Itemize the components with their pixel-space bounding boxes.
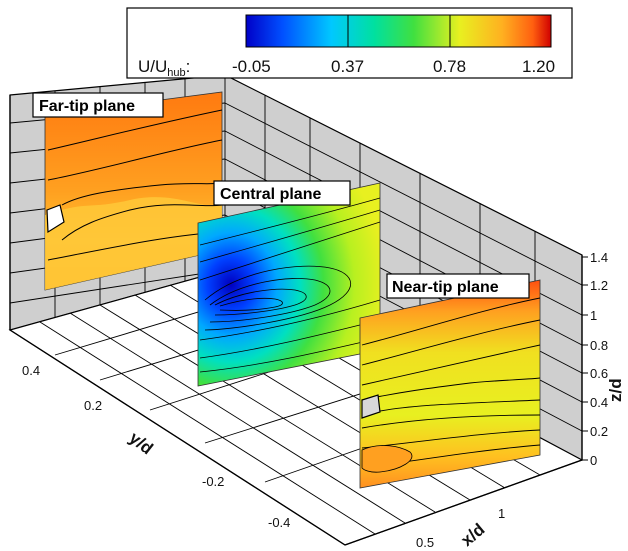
z-tick-label: 0 [590,453,597,468]
colorbar-tick-label: -0.05 [232,57,271,76]
colorbar-gradient [245,14,552,48]
z-axis: 0 0.2 0.4 0.6 0.8 1 1.2 1.4 z/d [582,250,625,468]
central-contour-lines [199,197,381,373]
near-tip-orange-region [361,445,413,473]
x-axis-label: x/d [457,520,488,550]
y-tick-label: -0.4 [268,515,290,530]
y-tick-label: 0.2 [84,398,102,413]
z-tick-label: 0.8 [590,338,608,353]
z-tick-label: 0.4 [590,395,608,410]
z-tick-label: 1.4 [590,250,608,265]
near-tip-plane-label-box: Near-tip plane [386,273,530,299]
colorbar-label: U/Uhub: [138,57,190,79]
central-plane-label-box: Central plane [213,180,351,206]
near-tip-plane-label: Near-tip plane [392,279,499,296]
colorbar-tick-label: 0.37 [331,57,364,76]
colorbar-ticks [347,15,451,47]
x-tick-label: 1 [498,506,505,521]
x-tick-label: 0.5 [416,535,434,550]
far-tip-plane-label: Far-tip plane [39,98,135,115]
z-axis-label: z/d [606,378,625,402]
z-tick-label: 0.2 [590,424,608,439]
central-plane-label: Central plane [220,186,321,203]
colorbar-tick-label: 1.20 [522,57,555,76]
z-tick-label: 0.6 [590,366,608,381]
far-tip-plane-label-box: Far-tip plane [32,92,164,118]
y-tick-label: 0.4 [22,363,40,378]
colorbar-legend: U/Uhub: -0.05 0.37 0.78 1.20 [126,7,573,79]
box-edges [9,95,583,546]
near-tip-hub-blockage [361,394,381,419]
colorbar-tick-label: 0.78 [433,57,466,76]
y-tick-label: -0.2 [202,474,224,489]
far-tip-contour-lines [47,109,223,261]
z-tick-label: 1 [590,308,597,323]
y-axis-label: y/d [126,428,157,458]
far-tip-hub-blockage [46,204,65,234]
z-tick-label: 1.2 [590,278,608,293]
